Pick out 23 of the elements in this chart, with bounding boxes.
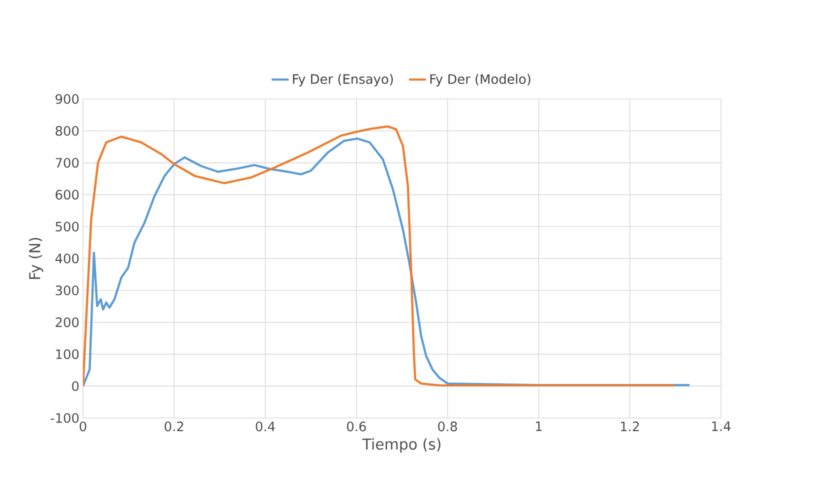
x-tick-label: 0.2 <box>164 422 184 432</box>
y-tick-label: 400 <box>55 254 79 264</box>
x-tick-label: 1.4 <box>712 422 731 431</box>
x-tick-label: 1 <box>536 422 542 431</box>
x-tick-label: 0.4 <box>256 422 275 432</box>
y-axis-title: Fy (N) <box>28 238 44 279</box>
x-tick-label: 0 <box>80 422 86 432</box>
y-tick-label: 100 <box>56 349 79 360</box>
y-tick-label: -100 <box>50 413 79 423</box>
y-tick-label: 900 <box>56 94 79 104</box>
x-tick-label: 0.8 <box>438 422 457 432</box>
y-tick-label: 800 <box>56 126 79 136</box>
x-tick-label: 1.2 <box>620 422 639 432</box>
y-tick-label: 700 <box>56 158 79 168</box>
legend-label: Fy Der (Modelo) <box>430 74 530 86</box>
legend-label: Fy Der (Ensayo) <box>293 74 393 86</box>
x-axis-title: Tiempo (s) <box>362 438 440 453</box>
y-tick-label: 600 <box>56 190 79 200</box>
x-tick-label: 0.6 <box>346 422 366 432</box>
y-tick-label: 300 <box>56 286 79 296</box>
y-tick-label: 500 <box>56 222 79 232</box>
y-tick-label: 0 <box>72 381 79 392</box>
y-tick-label: 200 <box>56 317 79 328</box>
